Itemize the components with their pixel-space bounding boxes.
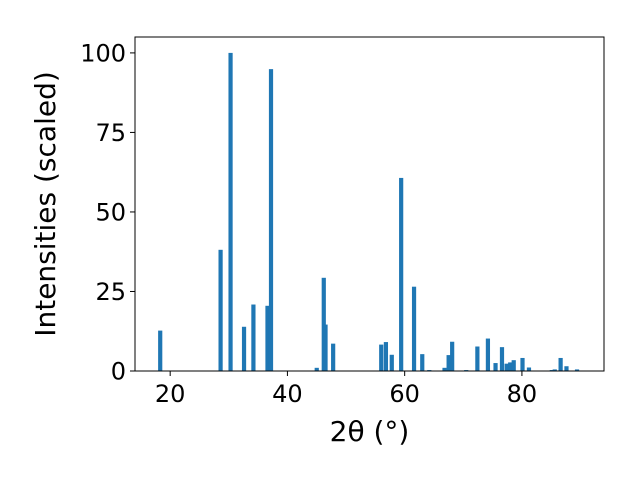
bar <box>504 363 509 371</box>
bar <box>475 346 480 371</box>
bar <box>158 330 163 371</box>
bar <box>526 367 532 371</box>
bar <box>314 367 319 371</box>
bar <box>493 363 498 371</box>
x-tick-label: 80 <box>507 380 538 408</box>
y-tick-label: 0 <box>111 358 126 386</box>
bar <box>499 347 505 371</box>
bar <box>321 277 326 371</box>
plot-frame <box>134 36 605 372</box>
bar <box>450 341 455 371</box>
bar <box>331 343 336 371</box>
bar <box>420 354 425 371</box>
bar <box>389 354 394 371</box>
x-axis-label: 2θ (°) <box>330 415 410 448</box>
x-tick-label: 20 <box>155 380 186 408</box>
bar <box>508 362 513 371</box>
bar <box>574 369 580 371</box>
bar <box>323 324 328 371</box>
y-tick-label: 25 <box>95 278 126 306</box>
y-axis-label: Intensities (scaled) <box>29 71 62 337</box>
bar <box>265 305 270 371</box>
y-tick-label: 100 <box>80 39 126 67</box>
x-tick-label: 60 <box>389 380 420 408</box>
bar <box>411 286 417 371</box>
x-axis-ticks: 20 40 60 80 <box>155 371 537 408</box>
x-tick-label: 40 <box>272 380 303 408</box>
y-axis-ticks: 0 25 50 75 100 <box>80 39 135 386</box>
bar <box>251 304 256 371</box>
bar <box>446 355 451 371</box>
bar <box>241 326 247 371</box>
bar <box>552 369 557 371</box>
y-tick-label: 75 <box>95 119 126 147</box>
y-tick-label: 50 <box>95 198 126 226</box>
bar <box>379 344 384 371</box>
bar <box>558 357 563 371</box>
bar <box>268 69 274 371</box>
bar <box>442 367 447 371</box>
bar <box>228 52 233 372</box>
bar-series <box>158 52 580 372</box>
bar <box>218 249 223 371</box>
bar <box>511 360 516 371</box>
bar <box>383 342 389 371</box>
bar <box>485 338 491 371</box>
bar <box>399 177 404 371</box>
bar <box>564 366 569 371</box>
bar <box>520 357 525 371</box>
